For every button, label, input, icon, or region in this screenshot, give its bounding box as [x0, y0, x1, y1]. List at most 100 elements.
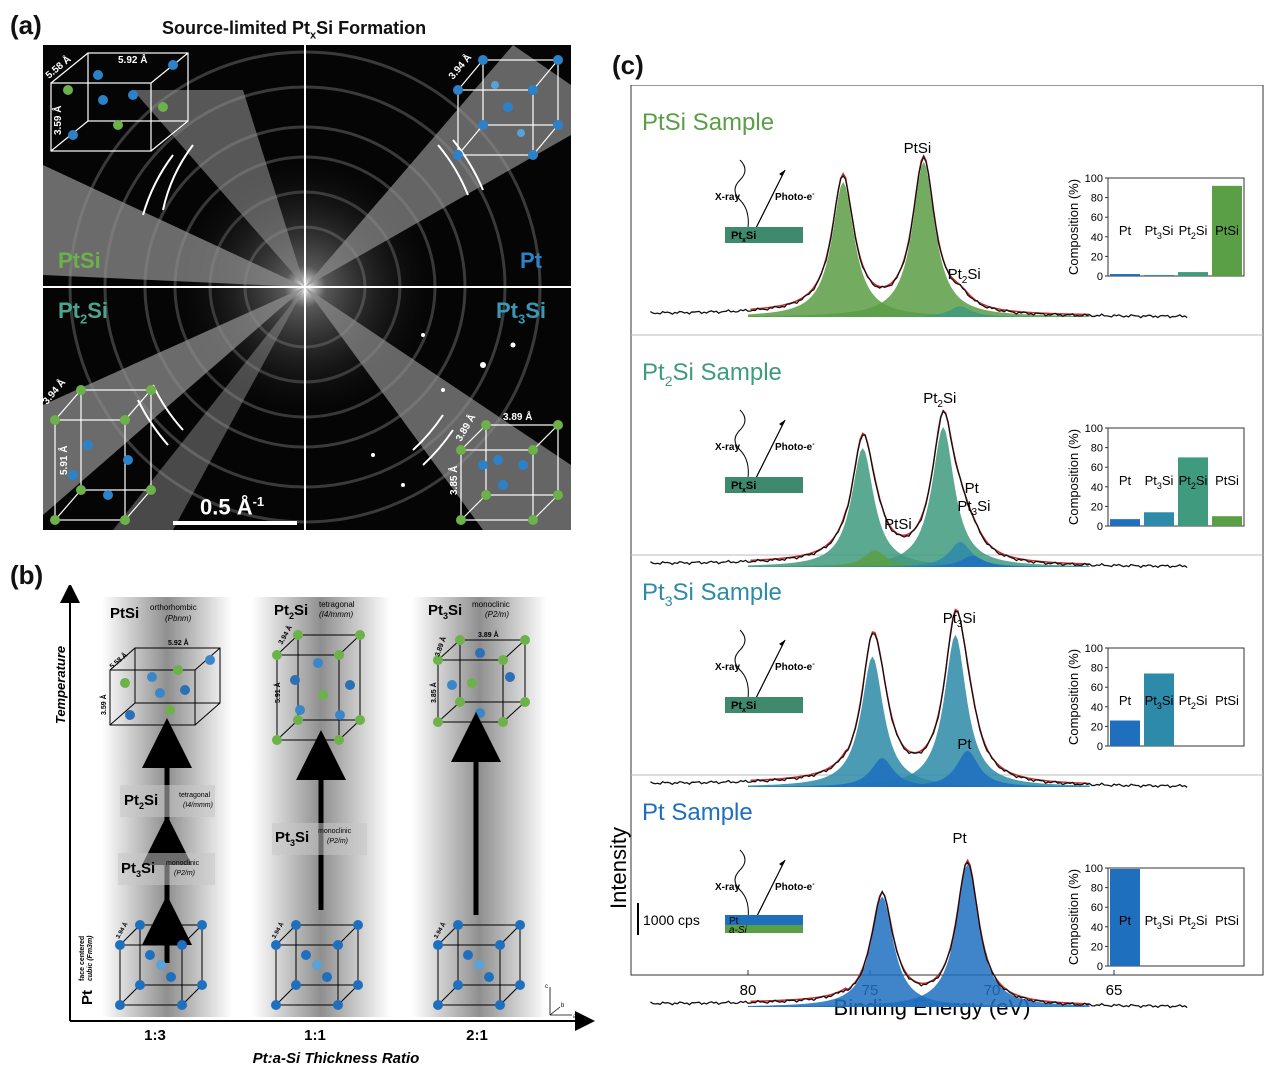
bar [1144, 673, 1174, 746]
x-axis-label: Pt:a-Si Thickness Ratio [253, 1050, 420, 1067]
cat-post: Si [1196, 913, 1208, 928]
cat-post: Si [1162, 223, 1174, 238]
cat-base: Pt [1145, 913, 1158, 928]
sample-title: Pt3Si Sample [642, 579, 782, 609]
arrow-tip [779, 420, 785, 426]
sample-title-post: Sample [665, 799, 753, 826]
scale-bar-label: 0.5 Å-1 [200, 494, 264, 520]
bar-y-tick-label: 40 [1091, 702, 1103, 714]
x-tick-label: 80 [740, 982, 757, 999]
bar-y-tick-label: 100 [1085, 423, 1103, 435]
bar-y-label: Composition (%) [1066, 869, 1081, 965]
bar [1178, 272, 1208, 276]
data-line [650, 409, 1188, 569]
panel-a-title: Source-limited PtxSi Formation [162, 18, 426, 42]
bar-chart-frame [1107, 427, 1245, 527]
dim-label: 3.89 Å [478, 630, 499, 639]
peak-label-base: Pt [957, 736, 972, 753]
cat-base: PtSi [1215, 473, 1239, 488]
title-sub: x [310, 29, 317, 42]
cat-sub: 2 [1191, 231, 1196, 241]
bar-y-tick-label: 20 [1091, 501, 1103, 513]
sample-title: PtSi Sample [642, 109, 774, 136]
phase-sub: 2 [289, 611, 294, 621]
q-base: PtSi [58, 248, 101, 273]
phase-diagram: Temperature Pt:a-Si Thickness Ratio 1:3 … [53, 585, 595, 1067]
phase-top: Pt3Si [428, 602, 462, 621]
xray-wave [734, 159, 749, 229]
xray-label: X-ray [715, 662, 740, 673]
diffraction-image [43, 45, 571, 530]
dim-label: 3.85 Å [447, 466, 460, 495]
bar [1178, 457, 1208, 526]
bottom-sys: cubic (Fm3m) [87, 935, 94, 981]
peak-label-sub: 3 [972, 507, 978, 518]
phase-system: orthorhombic [150, 603, 197, 612]
cat-sub: 2 [1191, 921, 1196, 931]
y-axis-label: Temperature [53, 646, 68, 724]
peak-label: PtSi [904, 140, 932, 157]
substrate-pt-layer [725, 915, 803, 925]
bar [1110, 274, 1140, 276]
cat-base: PtSi [1215, 693, 1239, 708]
bar-category-label: PtSi [1215, 473, 1239, 488]
ratio-label: 1:3 [144, 1027, 166, 1044]
ptsi-atoms [63, 60, 178, 140]
substrate-layer [725, 227, 803, 243]
ratio-label: 2:1 [466, 1027, 488, 1044]
phase-step: Pt3Si [121, 860, 155, 879]
bar-y-tick-label: 80 [1091, 883, 1103, 895]
quadrant-label-ptsi: PtSi [58, 248, 101, 274]
quadrant-label-pt3si: Pt3Si [496, 298, 546, 326]
peak-label: Pt [965, 480, 980, 497]
axis-glyph-b: b [561, 1003, 565, 1009]
bar-y-tick-label: 60 [1091, 902, 1103, 914]
bar-category-label: Pt [1119, 223, 1132, 238]
peak-label: Pt3Si [957, 498, 990, 518]
x-tick-label: 65 [1106, 982, 1123, 999]
bar-category-label: Pt [1119, 693, 1132, 708]
panel-b-label: (b) [10, 560, 44, 590]
bar [1144, 512, 1174, 526]
sample-title-base: Pt [642, 799, 665, 826]
cat-base: Pt [1119, 223, 1132, 238]
arrow-tip [779, 860, 785, 866]
peak-label-base: Pt [943, 610, 958, 627]
panel-c-label: (c) [612, 50, 644, 80]
dim-label: 3.94 Å [445, 51, 474, 82]
bar-y-label: Composition (%) [1066, 179, 1081, 275]
peak-label-base: Pt [948, 266, 963, 283]
peak-label: Pt2Si [948, 266, 981, 286]
phase-top: PtSi [110, 605, 139, 622]
q-sub: 3 [518, 311, 526, 327]
bar-category-label: Pt2Si [1179, 913, 1208, 931]
phase-post: Si [144, 792, 158, 809]
arrow-tip [779, 640, 785, 646]
peak-label: Pt2Si [923, 390, 956, 410]
panel-a-label: (a) [10, 10, 42, 40]
substrate-asi-layer [725, 925, 803, 933]
column-1-1: Pt2Si tetragonal (I4/mmm) 3.94 Å 5.91 Å … [272, 600, 367, 910]
peak-label-base: PtSi [884, 516, 912, 533]
photo-e-base: Photo-e [775, 442, 813, 453]
substrate-sub: x [742, 707, 746, 714]
peak-component [748, 182, 1090, 317]
bar-y-tick-label: 20 [1091, 721, 1103, 733]
bar [1144, 275, 1174, 276]
bar-y-tick-label: 0 [1097, 271, 1103, 283]
phase-post: Si [295, 829, 309, 846]
substrate-sub: x [742, 487, 746, 494]
sample-title-base: PtSi [642, 109, 686, 136]
cat-sub: 2 [1191, 481, 1196, 491]
phase-base: Pt [428, 602, 443, 619]
bar-y-tick-label: 0 [1097, 961, 1103, 973]
phase-group: (P2/m) [174, 870, 195, 877]
y-axis-label: Intensity [606, 827, 631, 909]
substrate-label: PtxSi [731, 230, 756, 244]
xray-label: X-ray [715, 192, 740, 203]
photoelectron-arrow [754, 639, 786, 701]
xray-wave [734, 409, 749, 479]
peak-label: Pt [952, 830, 967, 847]
dim-label: 3.59 Å [51, 106, 64, 135]
